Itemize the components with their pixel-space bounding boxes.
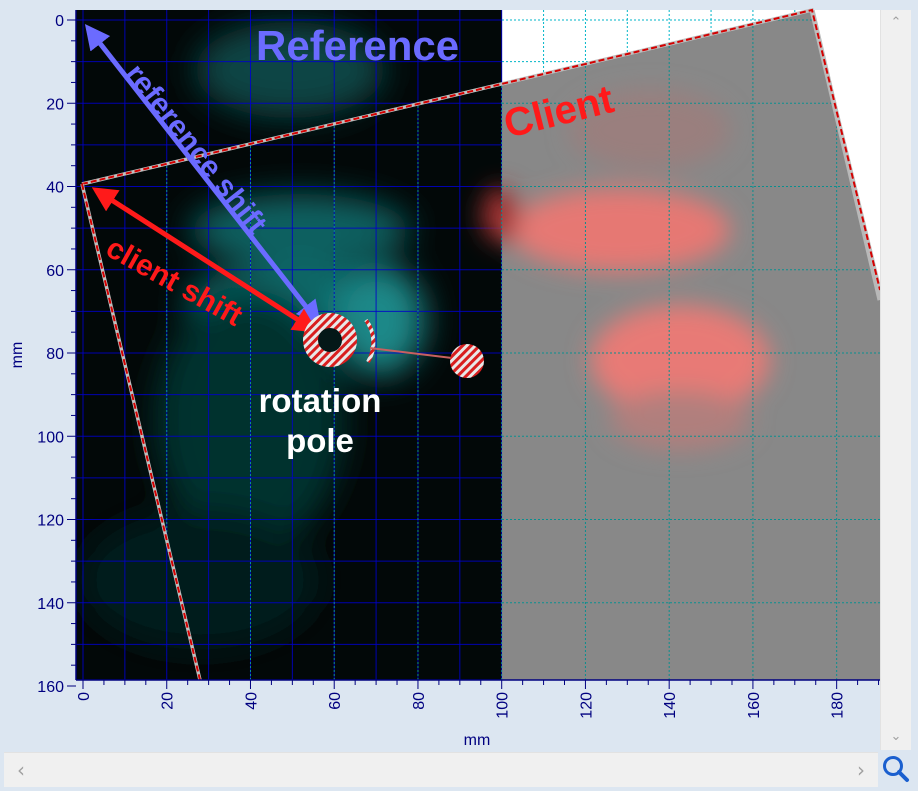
y-tick-label: 20	[46, 96, 64, 113]
client-image-blobs	[482, 90, 770, 450]
x-tick-label: 140	[662, 692, 679, 719]
x-axis: 0 20 40 60 80 100 120 140 160 180	[76, 679, 880, 719]
y-axis: 0 20 40 60 80 100 120 140 160	[37, 10, 77, 696]
chevron-down-icon[interactable]: ⌄	[890, 729, 902, 744]
y-tick-label: 160	[37, 679, 64, 696]
chevron-left-icon[interactable]: ‹	[17, 758, 25, 782]
y-tick-label: 60	[46, 263, 64, 280]
y-tick-label: 80	[46, 346, 64, 363]
y-tick-label: 120	[37, 513, 64, 530]
x-tick-label: 60	[327, 692, 344, 710]
rotation-pole-handle[interactable]	[303, 313, 484, 378]
x-tick-label: 180	[830, 692, 847, 719]
x-tick-label: 100	[495, 692, 512, 719]
y-tick-label: 40	[46, 180, 64, 197]
reference-label: Reference	[256, 22, 459, 69]
client-shift-arrow[interactable]	[91, 187, 319, 333]
y-tick-label: 100	[37, 429, 64, 446]
x-tick-label: 120	[578, 692, 595, 719]
x-tick-label: 20	[160, 692, 177, 710]
y-axis-title: mm	[9, 342, 26, 369]
magnifier-icon	[883, 756, 909, 782]
y-tick-label: 140	[37, 596, 64, 613]
y-tick-label: 0	[55, 13, 64, 30]
chevron-up-icon[interactable]: ⌃	[890, 15, 902, 30]
vertical-scrollbar[interactable]: ⌃ ⌄	[880, 10, 911, 750]
zoom-button[interactable]	[880, 752, 912, 786]
horizontal-scrollbar[interactable]: ‹ ›	[4, 752, 878, 787]
rotation-pole-label-line2: pole	[286, 422, 354, 459]
x-tick-label: 160	[746, 692, 763, 719]
chevron-right-icon[interactable]: ›	[857, 758, 865, 782]
x-axis-title: mm	[464, 732, 491, 749]
x-tick-label: 80	[411, 692, 428, 710]
x-tick-label: 0	[76, 692, 93, 701]
x-tick-label: 40	[243, 692, 260, 710]
rotation-pole-label-line1: rotation	[259, 382, 382, 419]
